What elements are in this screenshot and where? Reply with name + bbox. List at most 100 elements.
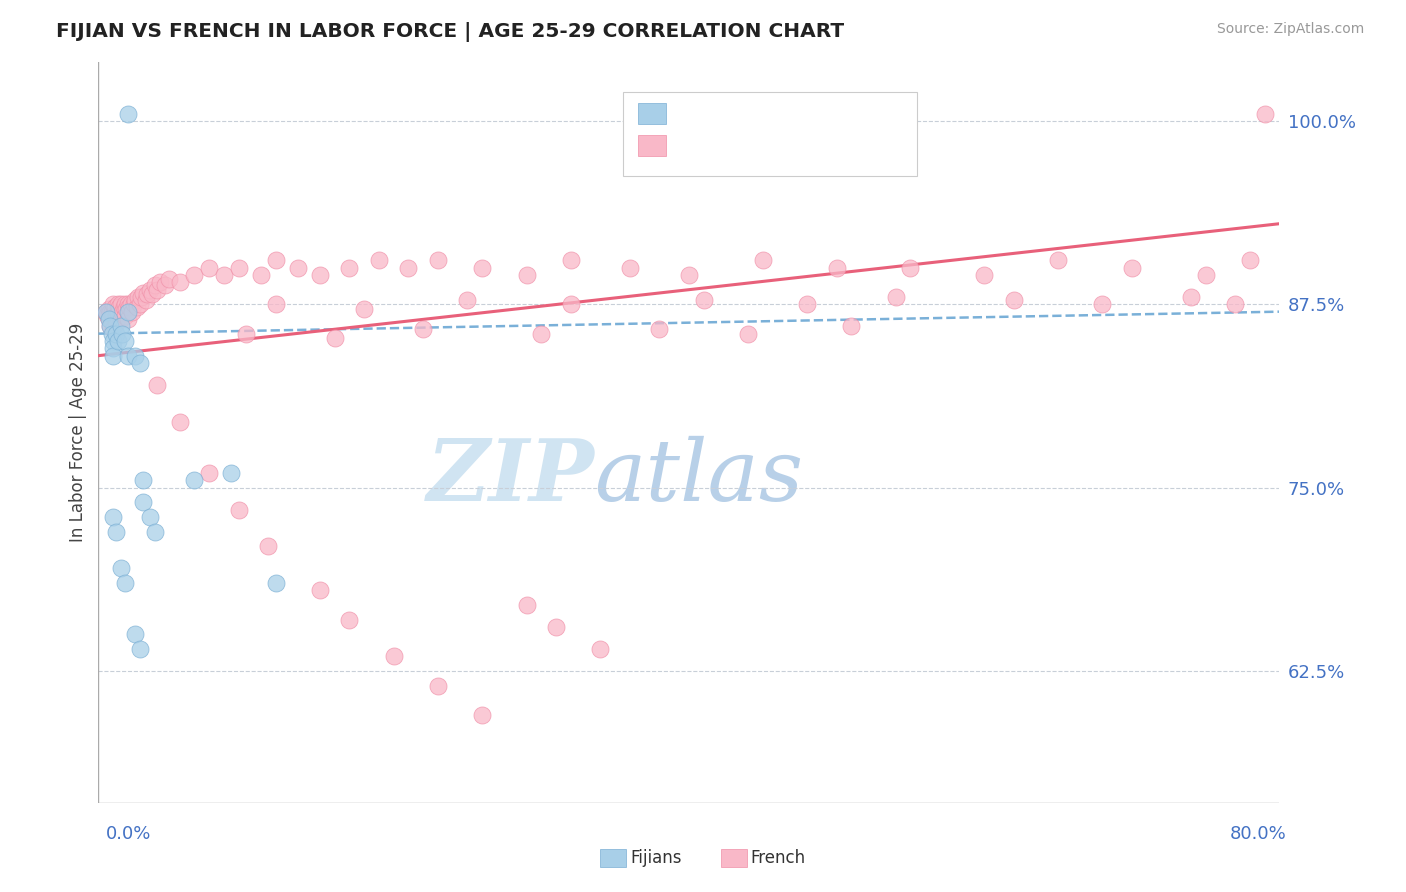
Point [139,283,162,297]
Point [471,707,494,722]
Text: French: French [751,849,806,867]
Point [114,334,136,348]
Point [103,297,125,311]
Point [103,510,125,524]
Point [398,260,420,275]
Point [105,326,128,341]
Point [132,473,155,487]
Text: Source: ZipAtlas.com: Source: ZipAtlas.com [1216,22,1364,37]
Text: 23: 23 [820,104,842,122]
Point [884,290,907,304]
Point [427,253,450,268]
Point [124,293,146,307]
Point [212,268,235,282]
Point [100,326,122,341]
Point [149,276,172,290]
Point [257,539,280,553]
Text: N =: N = [783,104,823,122]
Point [516,598,538,612]
Point [136,287,159,301]
Point [103,334,125,348]
Text: atlas: atlas [595,435,804,518]
Point [127,290,149,304]
Point [796,297,818,311]
Point [752,253,775,268]
Point [103,349,125,363]
Point [96,308,118,322]
Point [97,312,120,326]
Point [100,304,122,318]
Point [228,502,250,516]
Point [110,319,132,334]
Text: 80.0%: 80.0% [1230,825,1286,843]
Point [105,317,128,331]
Point [693,293,716,307]
Point [516,268,538,282]
Point [115,301,138,316]
Point [141,287,163,301]
Point [353,301,375,316]
Point [368,253,391,268]
Point [1254,107,1277,121]
Point [132,285,155,300]
Point [104,300,127,314]
Point [619,260,641,275]
Point [169,276,191,290]
Point [546,620,568,634]
Point [153,278,176,293]
Point [135,293,157,307]
Point [530,326,553,341]
Point [264,253,287,268]
Text: FIJIAN VS FRENCH IN LABOR FORCE | AGE 25-29 CORRELATION CHART: FIJIAN VS FRENCH IN LABOR FORCE | AGE 25… [56,22,845,42]
Point [97,312,120,326]
Point [108,300,131,314]
Point [287,260,309,275]
Point [457,293,479,307]
Point [648,322,671,336]
Point [678,268,700,282]
Point [339,613,361,627]
Point [143,278,166,293]
Point [118,300,141,314]
Point [560,297,582,311]
Point [427,679,450,693]
Point [183,473,205,487]
Point [107,334,129,348]
Point [97,301,120,316]
Point [157,272,180,286]
Point [183,268,205,282]
Point [110,297,132,311]
Point [146,283,169,297]
Point [973,268,995,282]
Point [107,297,129,311]
Point [1239,253,1261,268]
Point [825,260,848,275]
Point [94,304,117,318]
Point [1046,253,1070,268]
Point [98,319,121,334]
Point [560,253,582,268]
Point [146,378,169,392]
Point [129,290,152,304]
Point [264,575,287,590]
Point [128,641,150,656]
Point [103,322,125,336]
Point [1180,290,1202,304]
Point [235,326,257,341]
Point [114,575,136,590]
Point [107,306,129,320]
Point [110,312,132,326]
Text: R =: R = [673,136,711,154]
Point [132,495,155,509]
Point [114,297,136,311]
Text: 90: 90 [820,136,842,154]
Text: ZIP: ZIP [426,435,595,519]
Point [1225,297,1247,311]
Point [589,641,612,656]
Point [98,304,121,318]
Text: N =: N = [783,136,823,154]
Point [117,297,139,311]
Text: R =: R = [673,104,711,122]
Point [471,260,494,275]
Point [110,561,132,575]
